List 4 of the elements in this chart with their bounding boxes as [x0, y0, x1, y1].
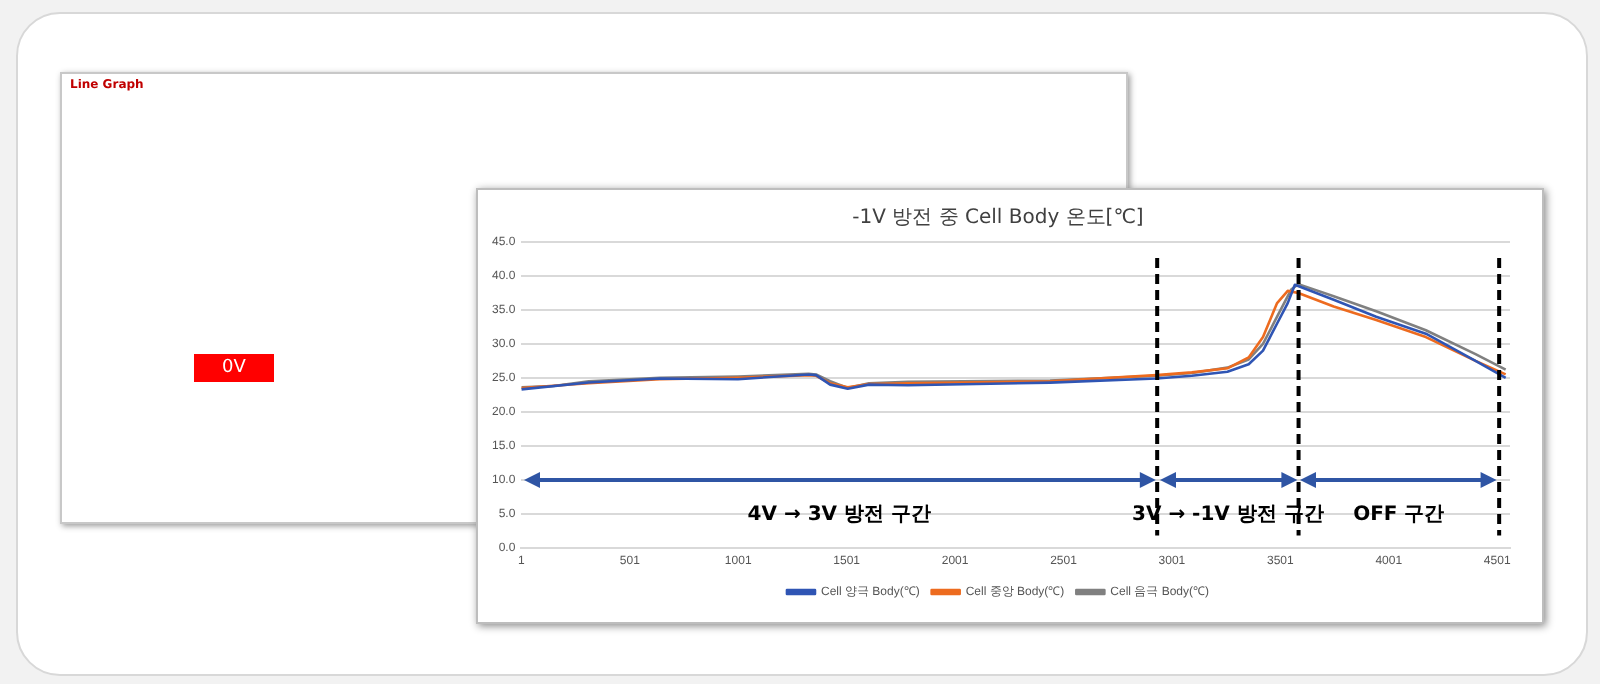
annotation: OFF 구간 — [1353, 503, 1445, 526]
text: 0V — [194, 354, 274, 382]
chart-title: -1V 방전 중 Cell Body 온도[℃] — [852, 207, 1144, 230]
annotation: 4V → 3V 방전 구간 — [747, 503, 931, 526]
